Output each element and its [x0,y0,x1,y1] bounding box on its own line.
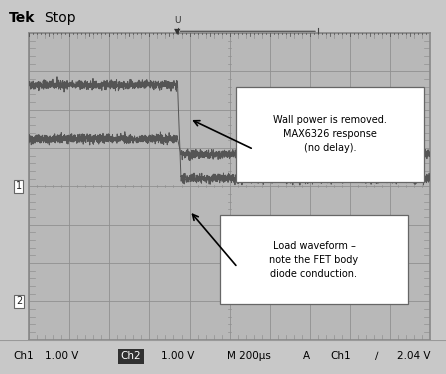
Text: 1.00 V: 1.00 V [45,351,78,361]
Text: 2.04 V: 2.04 V [397,351,430,361]
Text: M 200μs: M 200μs [227,351,271,361]
Text: U: U [174,16,181,25]
Text: ∕: ∕ [375,351,378,361]
Text: Stop: Stop [45,11,76,25]
Text: Wall power is removed.
MAX6326 response
(no delay).: Wall power is removed. MAX6326 response … [273,115,387,153]
Text: Tek: Tek [9,11,35,25]
Text: 1: 1 [16,181,22,191]
Text: A: A [303,351,310,361]
Text: 2: 2 [16,296,22,306]
FancyBboxPatch shape [219,215,408,304]
FancyBboxPatch shape [235,87,424,182]
Text: Ch2: Ch2 [120,351,141,361]
Text: 1.00 V: 1.00 V [161,351,194,361]
Text: Ch1: Ch1 [330,351,351,361]
Text: Ch1: Ch1 [13,351,34,361]
Text: ▼: ▼ [174,27,181,36]
Text: Load waveform –
note the FET body
diode conduction.: Load waveform – note the FET body diode … [269,241,359,279]
